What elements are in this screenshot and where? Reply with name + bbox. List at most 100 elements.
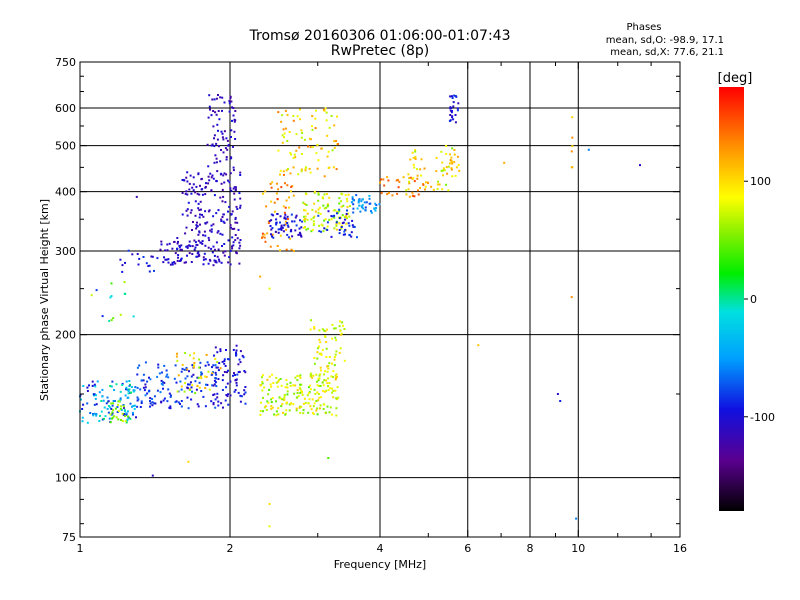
data-point — [316, 167, 319, 170]
data-point — [108, 417, 111, 420]
data-point — [212, 223, 215, 226]
data-point — [194, 200, 197, 203]
data-point — [142, 373, 145, 376]
data-point — [136, 386, 139, 389]
data-point — [320, 147, 323, 150]
data-point — [328, 362, 331, 365]
data-point — [282, 205, 285, 208]
data-point — [272, 382, 275, 384]
data-point — [168, 242, 171, 245]
data-point — [230, 156, 233, 159]
data-point — [338, 351, 341, 354]
data-point — [284, 220, 287, 223]
data-point — [291, 220, 294, 223]
data-point — [92, 393, 95, 396]
data-point — [445, 145, 448, 147]
data-point — [226, 395, 229, 398]
data-point — [183, 390, 186, 393]
data-point — [323, 390, 326, 393]
data-point — [330, 215, 333, 217]
data-point — [286, 383, 289, 386]
data-point — [309, 384, 312, 387]
data-point — [333, 140, 336, 143]
data-point — [451, 97, 454, 99]
data-point — [235, 381, 238, 384]
data-point — [280, 226, 283, 229]
data-point — [220, 182, 223, 185]
data-point — [223, 254, 226, 257]
data-point — [285, 379, 288, 381]
data-point — [95, 289, 98, 292]
data-point — [233, 120, 236, 123]
data-point — [229, 380, 232, 383]
data-point — [325, 379, 327, 382]
data-point — [149, 402, 152, 405]
data-point — [218, 118, 221, 121]
data-point — [271, 373, 274, 376]
data-point — [269, 245, 272, 248]
data-point — [212, 245, 215, 248]
data-point — [323, 227, 326, 230]
data-point — [225, 137, 228, 140]
data-point — [386, 193, 389, 196]
data-point — [111, 411, 114, 414]
data-point — [133, 407, 136, 410]
data-point — [223, 101, 226, 104]
colorbar-tick-label: 0 — [750, 293, 757, 306]
data-point — [231, 106, 234, 109]
data-point — [219, 367, 222, 370]
data-point — [112, 402, 115, 405]
data-point — [277, 228, 280, 231]
data-point — [305, 193, 308, 196]
data-point — [213, 134, 216, 137]
data-point — [453, 153, 456, 156]
title-block: Tromsø 20160306 01:06:00-01:07:43 RwPret… — [249, 28, 511, 59]
data-point — [298, 406, 301, 409]
data-point — [292, 384, 295, 387]
data-point — [423, 167, 426, 170]
data-point — [93, 403, 96, 406]
data-point — [225, 158, 228, 161]
data-point — [203, 230, 206, 233]
data-point — [340, 227, 343, 230]
data-point — [350, 201, 353, 204]
data-point — [321, 224, 324, 227]
data-point — [197, 239, 200, 242]
data-point — [195, 224, 198, 227]
data-point — [214, 261, 217, 263]
data-point — [148, 376, 150, 379]
data-point — [238, 241, 241, 244]
data-point — [456, 155, 459, 158]
data-point — [200, 373, 203, 376]
data-point — [275, 410, 278, 413]
data-point — [351, 224, 354, 227]
data-point — [453, 161, 456, 163]
data-point — [314, 117, 317, 120]
data-point — [261, 374, 264, 377]
data-point — [208, 258, 211, 261]
data-point — [436, 187, 439, 190]
data-point — [416, 174, 419, 177]
data-point — [196, 244, 199, 246]
data-point — [122, 413, 125, 416]
data-point — [352, 211, 355, 214]
data-point — [146, 392, 149, 395]
data-point — [449, 114, 452, 116]
data-point — [330, 218, 333, 221]
data-point — [202, 263, 205, 266]
data-point — [229, 95, 232, 98]
chart-subtitle: RwPretec (8p) — [331, 43, 429, 59]
data-point — [228, 102, 231, 105]
data-point — [180, 400, 183, 402]
data-point — [441, 188, 444, 191]
data-point — [452, 105, 455, 108]
data-point — [117, 418, 120, 421]
data-point — [232, 166, 235, 169]
data-point — [296, 392, 299, 394]
data-point — [343, 328, 346, 330]
data-point — [333, 216, 336, 219]
data-point — [128, 384, 131, 387]
data-point — [334, 327, 337, 330]
data-point — [238, 262, 241, 265]
data-point — [299, 383, 301, 386]
